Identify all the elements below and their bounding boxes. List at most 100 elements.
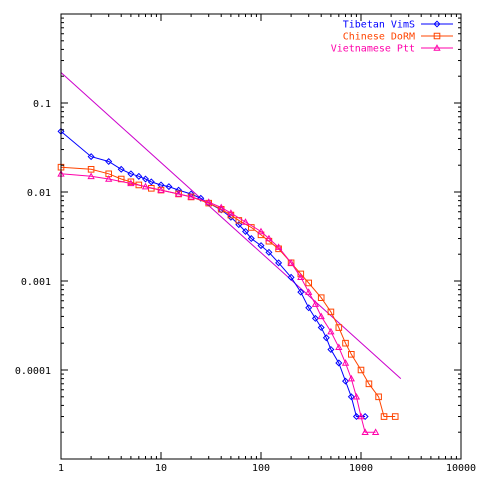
data-point — [380, 413, 388, 420]
data-point — [135, 172, 143, 180]
data-point — [335, 359, 343, 367]
data-point — [127, 179, 135, 187]
data-point — [257, 227, 265, 235]
data-point — [297, 288, 305, 296]
data-point — [305, 304, 313, 312]
data-point — [235, 217, 243, 224]
data-point — [265, 248, 273, 256]
data-point — [141, 182, 150, 190]
data-point — [57, 163, 65, 171]
data-point — [317, 312, 325, 320]
data-point — [297, 270, 305, 278]
x-tick-label: 1000 — [349, 463, 373, 474]
data-point — [205, 198, 213, 205]
data-point — [187, 193, 195, 200]
data-point — [257, 242, 265, 250]
data-point — [287, 273, 295, 281]
x-tick-label: 10 — [155, 463, 167, 474]
data-point — [352, 392, 361, 400]
data-point — [317, 324, 325, 332]
data-point — [175, 186, 183, 194]
data-point — [327, 345, 335, 353]
data-point — [127, 170, 135, 178]
data-point — [87, 165, 95, 173]
legend-marker — [433, 32, 441, 40]
data-point — [197, 194, 205, 202]
data-point — [365, 380, 373, 388]
data-point — [287, 259, 295, 266]
data-point — [311, 314, 319, 322]
data-point — [322, 334, 330, 342]
data-point — [317, 294, 325, 301]
data-point — [347, 393, 355, 401]
data-point — [227, 209, 235, 216]
data-point — [391, 413, 399, 420]
y-tick-label: 0.1 — [33, 99, 51, 110]
data-point — [142, 175, 150, 183]
data-point — [352, 413, 360, 421]
data-point — [247, 235, 255, 243]
data-point — [241, 218, 250, 225]
data-point — [157, 186, 165, 193]
data-point — [357, 412, 365, 420]
data-point — [335, 324, 343, 331]
data-point — [361, 413, 369, 421]
data-point — [117, 165, 125, 173]
reference-line-layer — [60, 72, 402, 379]
y-tick-label: 0.0001 — [15, 366, 51, 377]
data-point — [105, 170, 113, 178]
data-point — [274, 243, 283, 250]
y-tick-label: 0.01 — [27, 188, 51, 199]
data-point — [248, 224, 255, 231]
data-point — [147, 178, 155, 186]
data-point — [175, 190, 182, 198]
legend-marker — [433, 20, 441, 28]
data-point — [375, 393, 382, 401]
legend-label: Chinese DoRM — [343, 32, 415, 43]
data-point — [135, 181, 143, 189]
data-point — [297, 273, 305, 281]
data-point — [335, 343, 343, 351]
legend-label: Tibetan VimS — [343, 20, 415, 31]
data-point — [174, 190, 183, 197]
data-point — [187, 193, 195, 201]
y-tick-label: 0.001 — [21, 277, 51, 288]
data-point — [311, 300, 320, 307]
series-line — [60, 173, 376, 433]
series-line — [60, 131, 366, 417]
data-point — [305, 279, 313, 287]
x-tick-label: 1 — [58, 463, 64, 474]
data-point — [275, 259, 283, 267]
data-point — [287, 259, 295, 267]
data-point — [165, 183, 173, 191]
axis-layer: 1 10 100 1000 10000 0.1 0.01 0.001 0.0001 — [15, 13, 476, 474]
data-point — [342, 339, 349, 347]
data-point — [87, 153, 95, 161]
data-point — [361, 428, 369, 435]
data-point — [242, 227, 250, 235]
data-point — [87, 172, 95, 180]
data-point — [347, 374, 355, 382]
data-point — [371, 428, 380, 435]
series-layer — [57, 127, 399, 435]
data-point — [342, 377, 350, 385]
data-point — [265, 234, 273, 242]
data-point — [341, 359, 350, 366]
legend-marker — [433, 44, 441, 51]
data-point — [327, 327, 335, 335]
data-point — [305, 288, 313, 295]
data-point — [105, 158, 113, 166]
legend-label: Vietnamese Ptt — [331, 44, 415, 55]
data-point — [348, 351, 355, 358]
reference-power-law-line — [60, 72, 402, 379]
x-tick-label: 100 — [252, 463, 270, 474]
x-tick-label: 10000 — [446, 463, 476, 474]
data-point — [235, 221, 243, 229]
data-point — [357, 366, 365, 374]
series-2 — [57, 170, 380, 435]
data-point — [105, 175, 113, 182]
data-point — [157, 186, 165, 194]
